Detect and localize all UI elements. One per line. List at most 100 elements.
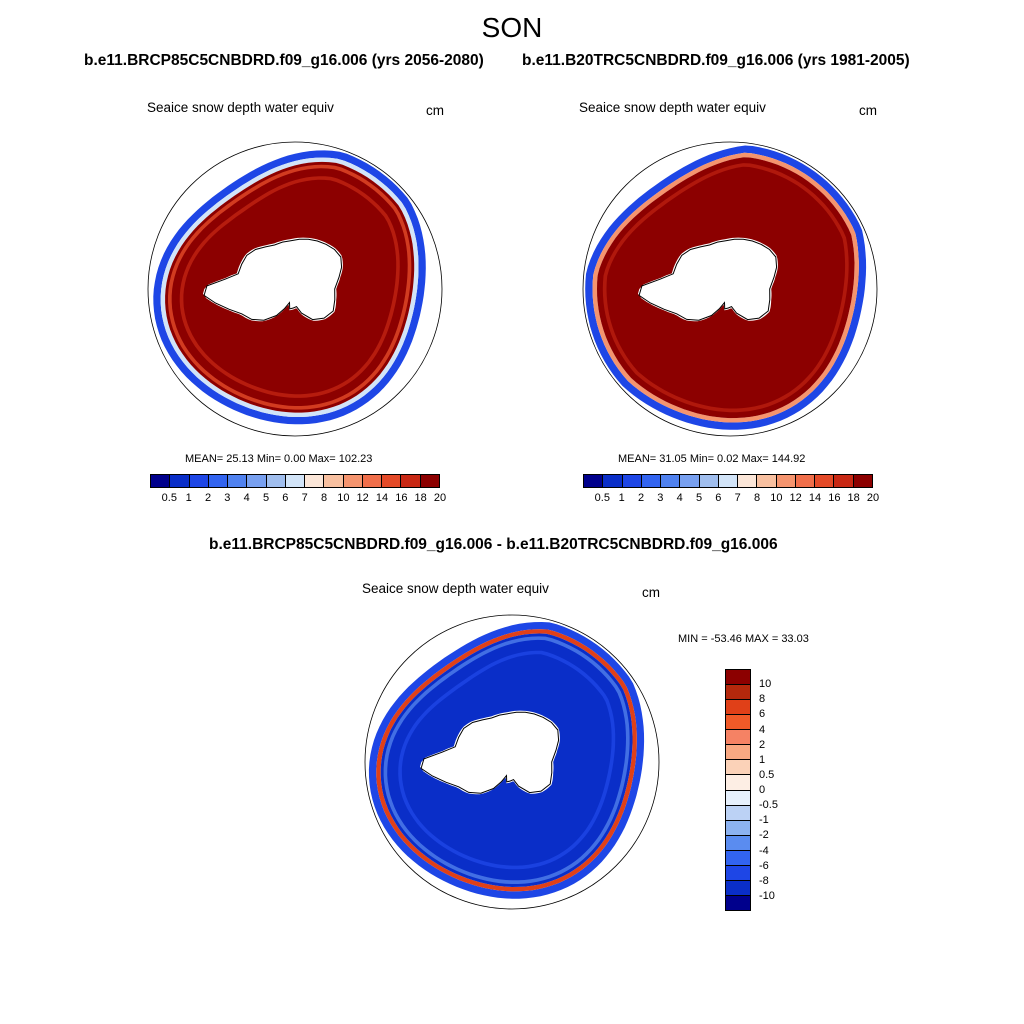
colorbar-tick-label: 8 xyxy=(320,492,328,504)
colorbar-swatch xyxy=(726,820,750,836)
colorbar-swatch xyxy=(266,475,286,487)
colorbar-swatch xyxy=(726,670,750,686)
diff-antarctic-map xyxy=(364,614,660,910)
colorbar-tick-label: 2 xyxy=(204,492,212,504)
colorbar-swatch xyxy=(228,475,248,487)
ice-body xyxy=(165,161,415,413)
colorbar-swatch xyxy=(362,475,383,487)
colorbar-tick-label: 16 xyxy=(828,492,841,504)
colorbar-tick-label: 6 xyxy=(759,708,766,721)
map-boundary xyxy=(582,141,878,437)
colorbar-swatch xyxy=(420,475,439,487)
colorbar-swatch xyxy=(680,475,700,487)
colorbar-swatch xyxy=(661,475,681,487)
diff-panel-subtitle: b.e11.BRCP85C5CNBDRD.f09_g16.006 - b.e11… xyxy=(209,536,778,553)
colorbar-swatch xyxy=(170,475,190,487)
map-boundary xyxy=(147,141,443,437)
colorbar-swatch xyxy=(189,475,209,487)
colorbar-swatch xyxy=(401,475,421,487)
colorbar-swatch xyxy=(718,475,739,487)
colorbar-tick-label: -0.5 xyxy=(759,799,778,812)
colorbar-tick-label: 6 xyxy=(715,492,722,504)
antarctica-land xyxy=(203,238,343,321)
colorbar-swatch xyxy=(726,685,750,701)
colorbar-tick-label: 4 xyxy=(676,492,683,504)
colorbar-tick-label: 2 xyxy=(637,492,645,504)
colorbar-swatch xyxy=(208,475,229,487)
colorbar-swatch xyxy=(324,475,344,487)
left-variable-label: Seaice snow depth water equiv xyxy=(147,100,334,115)
colorbar-swatch xyxy=(726,880,750,896)
colorbar-swatch xyxy=(726,745,750,761)
colorbar-tick-label: 0.5 xyxy=(161,492,177,504)
colorbar-swatch xyxy=(726,715,750,731)
diff-stats: MIN = -53.46 MAX = 33.03 xyxy=(678,633,809,645)
right-variable-label: Seaice snow depth water equiv xyxy=(579,100,766,115)
colorbar-swatch xyxy=(584,475,604,487)
diff-units-label: cm xyxy=(642,585,660,600)
colorbar-swatch xyxy=(726,775,750,791)
figure-title: SON xyxy=(481,12,543,43)
colorbar-tick-label: 16 xyxy=(395,492,408,504)
diff-variable-label: Seaice snow depth water equiv xyxy=(362,581,549,596)
colorbar-tick-label: 1 xyxy=(185,492,192,504)
colorbar-tick-label: 10 xyxy=(770,492,783,504)
colorbar-tick-label: 12 xyxy=(789,492,802,504)
colorbar-swatch xyxy=(726,865,750,881)
colorbar-tick-label: 1 xyxy=(759,753,766,766)
diff-colorbar-ticks: 10 8 6 4 2 1 0.5 0 -0.5 -1 -2 -4 -6 -8 -10 xyxy=(759,669,799,911)
colorbar-swatch xyxy=(738,475,758,487)
colorbar-tick-label: 0 xyxy=(759,784,766,796)
colorbar-tick-label: -4 xyxy=(759,844,769,857)
colorbar-swatch xyxy=(699,475,719,487)
right-colorbar-ticks: 0.5 1 2 3 4 5 6 7 8 10 12 14 16 18 20 xyxy=(583,492,879,506)
colorbar-tick-label: -6 xyxy=(759,859,769,872)
colorbar-tick-label: 0.5 xyxy=(759,768,775,781)
colorbar-swatch xyxy=(815,475,835,487)
left-stats: MEAN= 25.13 Min= 0.00 Max= 102.23 xyxy=(185,453,373,465)
colorbar-swatch xyxy=(726,895,750,910)
colorbar-swatch xyxy=(726,700,750,716)
ice-body xyxy=(597,157,855,419)
left-colorbar xyxy=(150,474,440,488)
right-colorbar xyxy=(583,474,873,488)
colorbar-tick-label: 10 xyxy=(337,492,350,504)
colorbar-swatch xyxy=(757,475,777,487)
colorbar-tick-label: 8 xyxy=(759,693,766,706)
right-units-label: cm xyxy=(859,103,877,118)
antarctica-land xyxy=(420,711,560,794)
colorbar-tick-label: -2 xyxy=(759,829,769,842)
colorbar-tick-label: 20 xyxy=(433,492,447,504)
colorbar-swatch xyxy=(726,790,750,806)
diff-colorbar xyxy=(725,669,751,911)
colorbar-swatch xyxy=(726,760,750,776)
colorbar-swatch xyxy=(776,475,796,487)
colorbar-tick-label: 7 xyxy=(734,492,741,504)
colorbar-swatch xyxy=(726,805,750,821)
colorbar-swatch xyxy=(622,475,642,487)
left-colorbar-ticks: 0.5 1 2 3 4 5 6 7 8 10 12 14 16 18 20 xyxy=(150,492,446,506)
colorbar-swatch xyxy=(726,835,750,851)
colorbar-tick-label: 4 xyxy=(243,492,250,504)
colorbar-swatch xyxy=(343,475,363,487)
colorbar-tick-label: 18 xyxy=(414,492,427,504)
right-panel-subtitle: b.e11.B20TRC5CNBDRD.f09_g16.006 (yrs 198… xyxy=(522,52,910,69)
colorbar-tick-label: 3 xyxy=(657,492,664,504)
colorbar-tick-label: -8 xyxy=(759,874,769,887)
right-antarctic-map xyxy=(582,141,878,437)
right-stats: MEAN= 31.05 Min= 0.02 Max= 144.92 xyxy=(618,453,806,465)
colorbar-tick-label: 10 xyxy=(759,678,772,691)
colorbar-swatch xyxy=(285,475,306,487)
colorbar-tick-label: 0.5 xyxy=(594,492,610,504)
antarctica-land xyxy=(638,238,778,321)
colorbar-swatch xyxy=(726,850,750,866)
colorbar-swatch xyxy=(834,475,854,487)
colorbar-tick-label: 8 xyxy=(753,492,761,504)
colorbar-swatch xyxy=(603,475,623,487)
colorbar-tick-label: 20 xyxy=(866,492,880,504)
colorbar-tick-label: -1 xyxy=(759,814,769,827)
colorbar-swatch xyxy=(641,475,662,487)
colorbar-tick-label: 4 xyxy=(759,723,766,736)
colorbar-swatch xyxy=(247,475,267,487)
colorbar-swatch xyxy=(795,475,816,487)
